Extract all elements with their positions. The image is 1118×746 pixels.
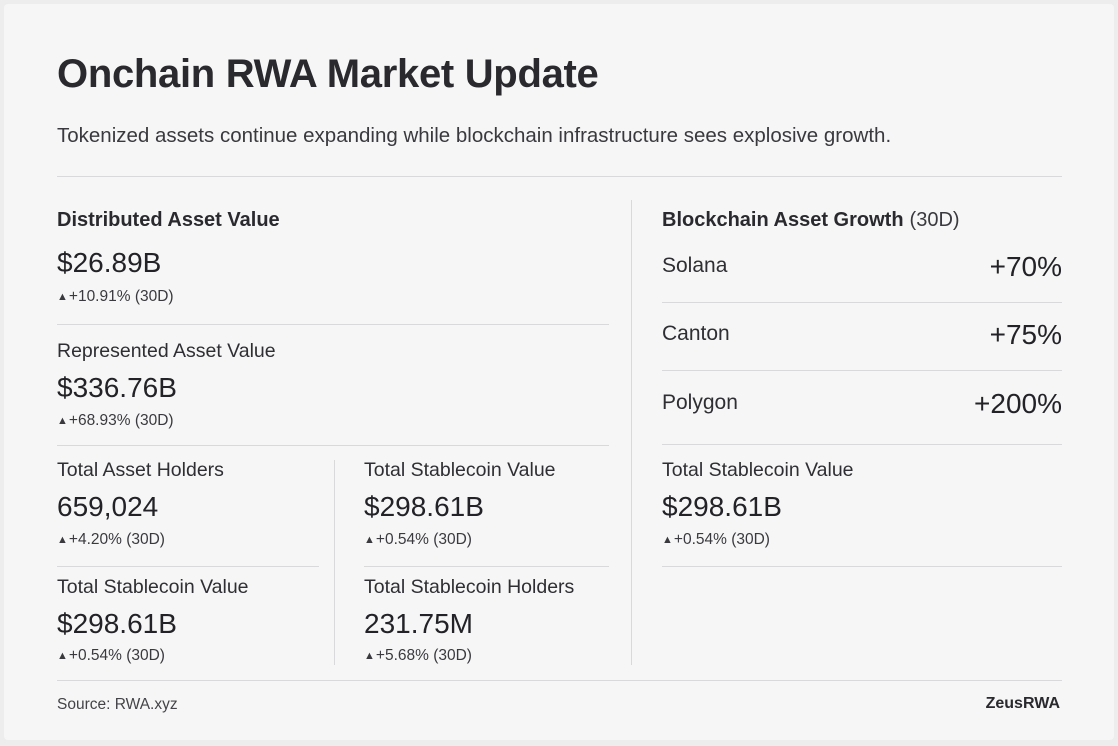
total-stablecoin-value-label-2: Total Stablecoin Value bbox=[57, 576, 249, 598]
total-asset-holders-change: ▲+4.20% (30D) bbox=[57, 531, 165, 548]
total-stablecoin-holders-label: Total Stablecoin Holders bbox=[364, 576, 575, 598]
chain-growth-solana: +70% bbox=[989, 251, 1062, 282]
page-subtitle: Tokenized assets continue expanding whil… bbox=[57, 124, 892, 147]
triangle-up-icon: ▲ bbox=[57, 415, 68, 427]
represented-asset-value: $336.76B bbox=[57, 372, 177, 403]
total-stablecoin-holders-value: 231.75M bbox=[364, 608, 473, 639]
chain-growth-canton: +75% bbox=[989, 319, 1062, 350]
chain-name-solana: Solana bbox=[662, 254, 728, 277]
total-stablecoin-value-label: Total Stablecoin Value bbox=[364, 459, 556, 481]
right-stablecoin-value: $298.61B bbox=[662, 491, 782, 522]
triangle-up-icon: ▲ bbox=[364, 650, 375, 662]
brand-logo-text: ZeusRWA bbox=[985, 695, 1060, 712]
market-update-card bbox=[4, 4, 1114, 740]
triangle-up-icon: ▲ bbox=[57, 291, 68, 303]
triangle-up-icon: ▲ bbox=[57, 650, 68, 662]
total-stablecoin-value-2: $298.61B bbox=[57, 608, 177, 639]
chain-growth-polygon: +200% bbox=[974, 388, 1062, 419]
triangle-up-icon: ▲ bbox=[364, 534, 375, 546]
source-credit: Source: RWA.xyz bbox=[57, 696, 178, 713]
column-divider bbox=[631, 200, 632, 665]
total-stablecoin-holders-change: ▲+5.68% (30D) bbox=[364, 647, 472, 664]
page-title: Onchain RWA Market Update bbox=[57, 52, 599, 96]
total-stablecoin-value-change: ▲+0.54% (30D) bbox=[364, 531, 472, 548]
right-stablecoin-value-change: ▲+0.54% (30D) bbox=[662, 531, 770, 548]
chain-name-canton: Canton bbox=[662, 322, 730, 345]
triangle-up-icon: ▲ bbox=[57, 534, 68, 546]
chain-divider-2 bbox=[662, 370, 1062, 371]
chain-name-polygon: Polygon bbox=[662, 391, 738, 414]
left-divider-3b bbox=[364, 566, 609, 567]
distributed-asset-value: $26.89B bbox=[57, 247, 162, 278]
total-stablecoin-value: $298.61B bbox=[364, 491, 484, 522]
total-stablecoin-value-change-2: ▲+0.54% (30D) bbox=[57, 647, 165, 664]
represented-asset-label: Represented Asset Value bbox=[57, 340, 276, 362]
left-divider-2 bbox=[57, 445, 609, 446]
footer-divider bbox=[57, 680, 1062, 681]
blockchain-growth-period: (30D) bbox=[909, 209, 960, 231]
total-asset-holders-label: Total Asset Holders bbox=[57, 459, 224, 481]
distributed-asset-label: Distributed Asset Value bbox=[57, 209, 280, 231]
left-divider-3a bbox=[57, 566, 319, 567]
triangle-up-icon: ▲ bbox=[662, 534, 673, 546]
chain-divider-1 bbox=[662, 302, 1062, 303]
represented-asset-change: ▲+68.93% (30D) bbox=[57, 412, 174, 429]
distributed-asset-change: ▲+10.91% (30D) bbox=[57, 288, 174, 305]
left-divider-1 bbox=[57, 324, 609, 325]
total-asset-holders-value: 659,024 bbox=[57, 491, 159, 522]
blockchain-growth-title: Blockchain Asset Growth (30D) bbox=[662, 209, 960, 231]
right-divider-4 bbox=[662, 566, 1062, 567]
right-stablecoin-value-label: Total Stablecoin Value bbox=[662, 459, 854, 481]
header-divider bbox=[57, 176, 1062, 177]
left-inner-vertical-divider bbox=[334, 460, 335, 665]
chain-divider-3 bbox=[662, 444, 1062, 445]
